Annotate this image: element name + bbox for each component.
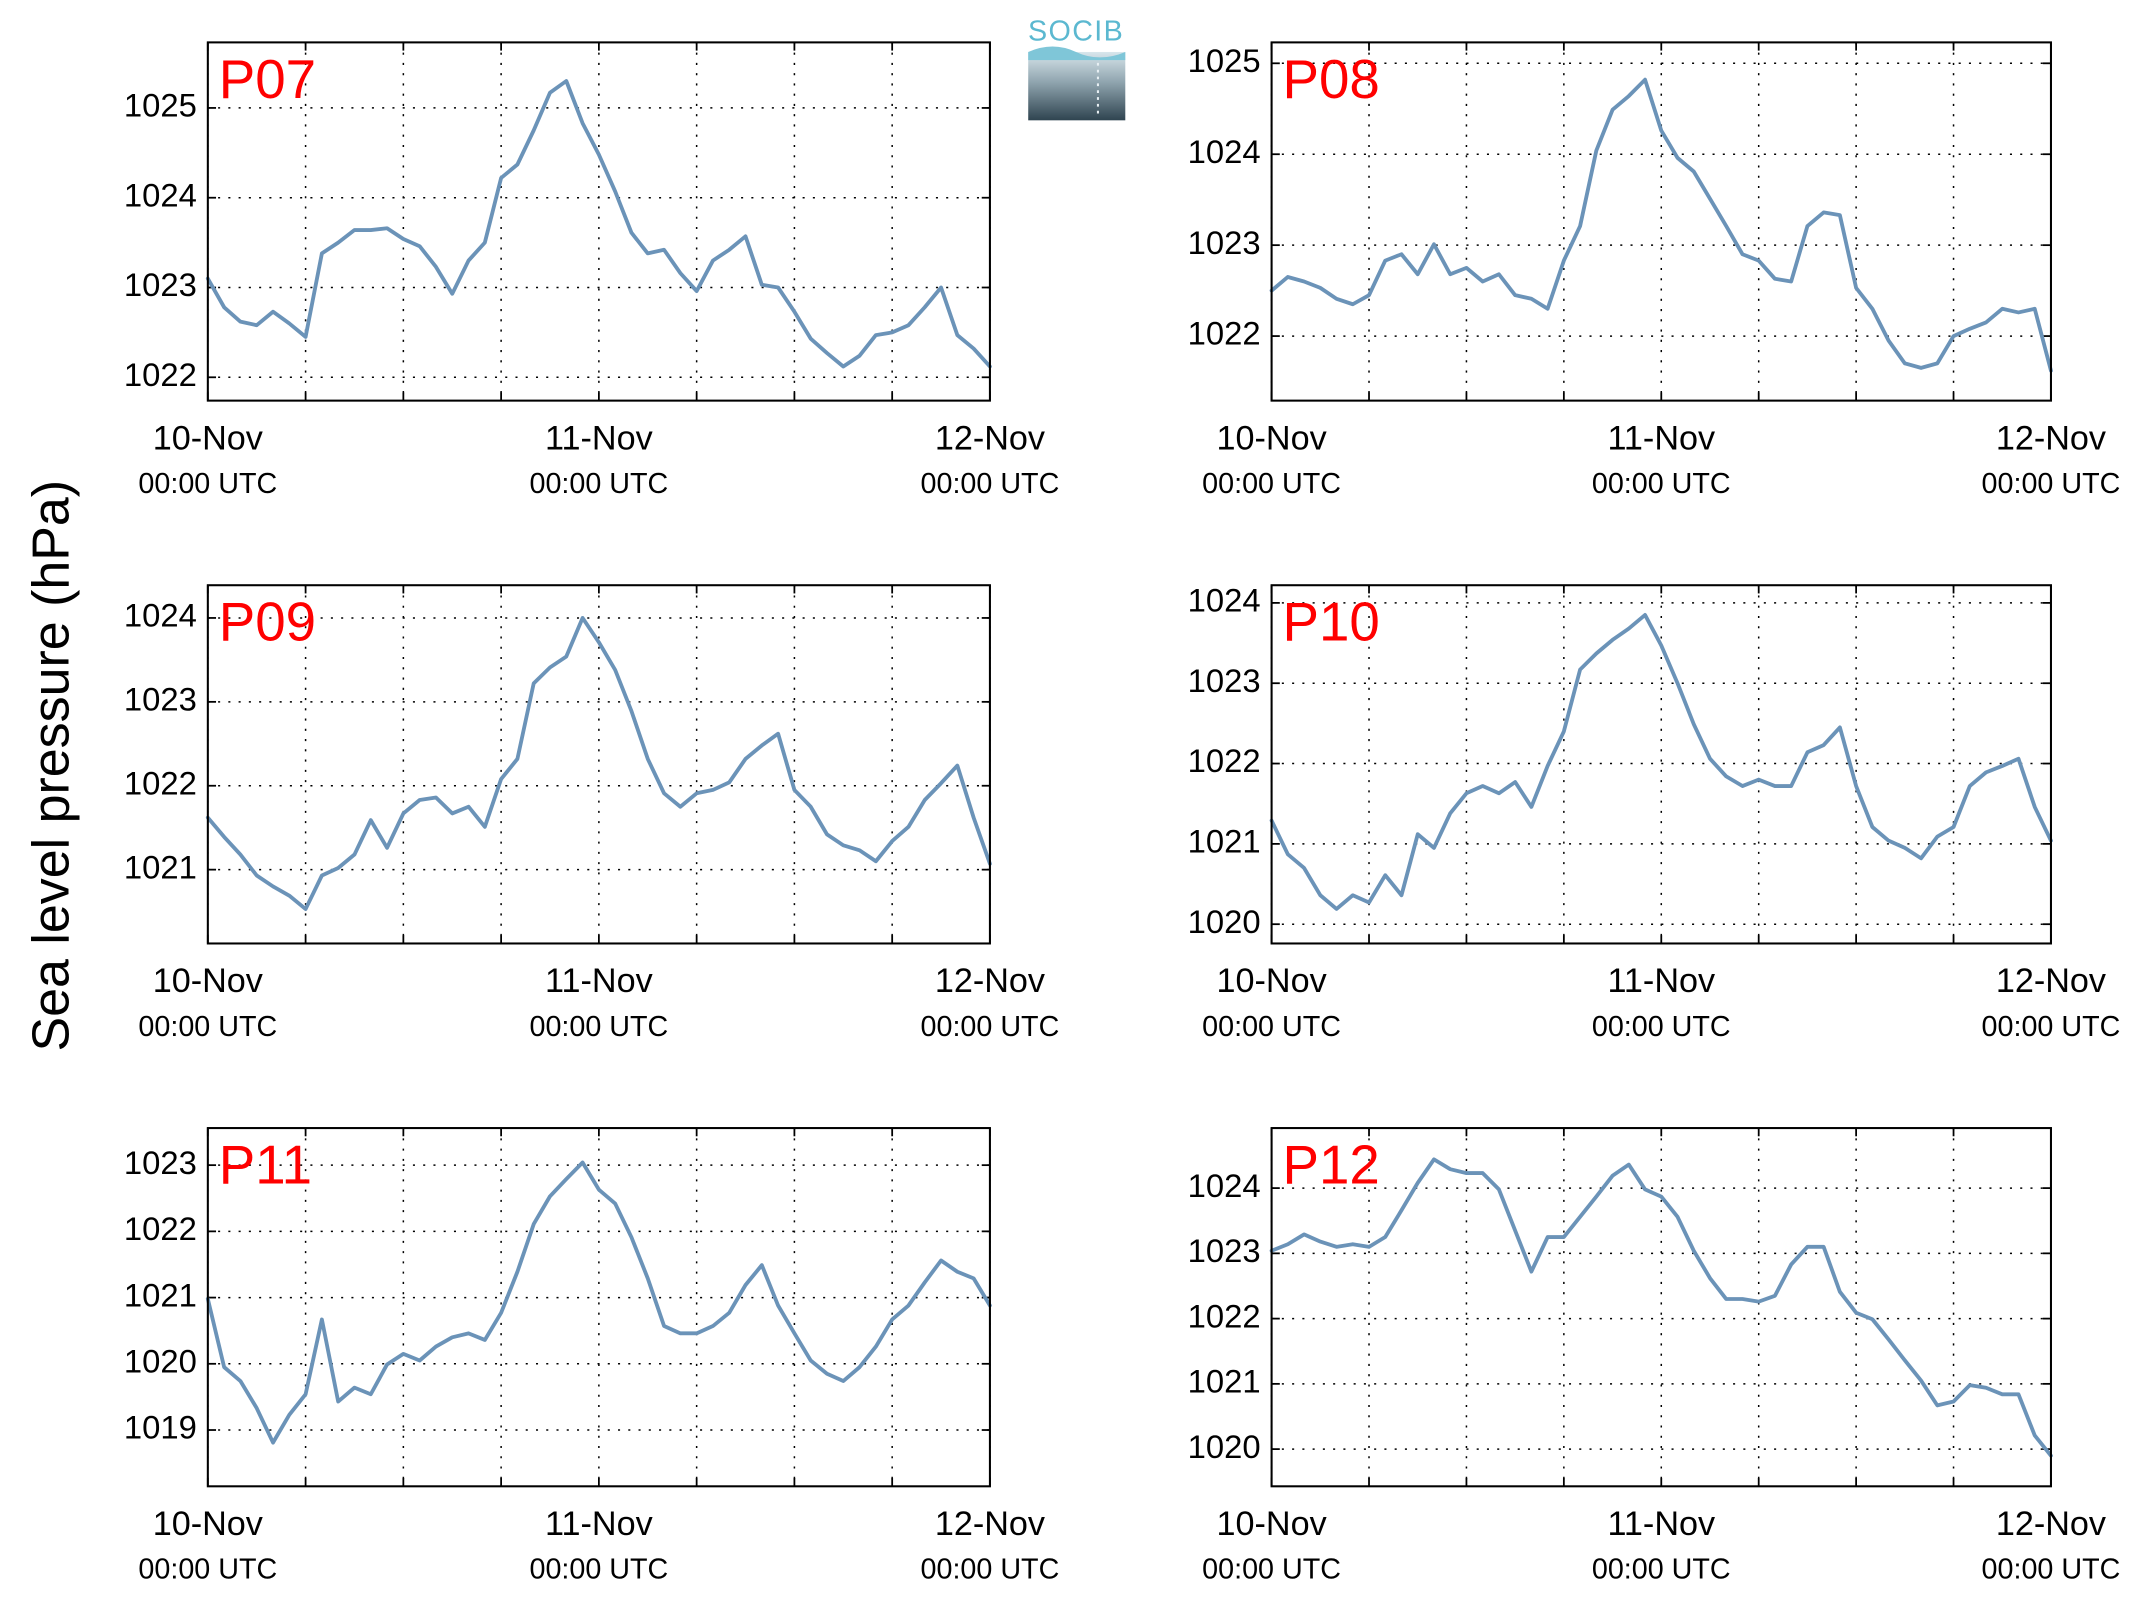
y-tick-label: 1022 [1188, 742, 1261, 779]
y-tick-label: 1022 [1188, 315, 1261, 352]
logo-box [1028, 51, 1126, 121]
y-tick-label: 1024 [124, 597, 197, 634]
x-tick-sublabel: 00:00 UTC [1982, 468, 2121, 500]
y-tick-label: 1023 [1188, 1232, 1261, 1269]
x-tick-label: 12-Nov [1996, 419, 2106, 457]
y-tick-label: 1023 [124, 681, 197, 718]
panel-title: P10 [1283, 591, 1380, 653]
x-tick-label: 11-Nov [1607, 419, 1715, 457]
x-tick-sublabel: 00:00 UTC [138, 468, 277, 500]
logo-text: SOCIB [1028, 15, 1124, 47]
x-tick-label: 12-Nov [935, 962, 1045, 1000]
panel-title: P07 [219, 48, 316, 110]
series-line [1269, 1157, 2053, 1458]
y-tick-label: 1019 [124, 1409, 197, 1446]
y-tick-label: 1025 [1188, 42, 1261, 79]
y-tick-label: 1020 [124, 1342, 197, 1379]
x-tick-sublabel: 00:00 UTC [529, 1554, 668, 1586]
plot-background [1271, 585, 2051, 944]
panel: 1022 1023 1024 1025 10-Nov 00:00 UTC 11-Nov 00:… [1188, 41, 2121, 500]
x-tick-label: 11-Nov [545, 962, 653, 1000]
panel: 1022 1023 1024 1025 10-Nov 00:00 UTC 11-Nov 00:… [124, 41, 1060, 500]
plot-frame [1270, 584, 2052, 945]
y-tick-label: 1024 [124, 176, 197, 213]
x-tick-label: 10-Nov [1217, 1505, 1327, 1543]
plot-frame [1270, 1127, 2052, 1488]
x-tick-sublabel: 00:00 UTC [1592, 1554, 1731, 1586]
logo: SOCIB [1028, 15, 1126, 121]
panel-title: P11 [219, 1134, 312, 1196]
y-tick-label: 1023 [124, 1144, 197, 1181]
y-tick-label: 1024 [1188, 582, 1261, 619]
plot-frame [206, 1127, 991, 1488]
y-tick-label: 1021 [124, 848, 197, 885]
x-tick-sublabel: 00:00 UTC [1982, 1554, 2121, 1586]
y-tick-label: 1021 [1188, 823, 1261, 860]
x-tick-label: 10-Nov [153, 962, 263, 1000]
x-tick-sublabel: 00:00 UTC [921, 468, 1060, 500]
y-tick-label: 1021 [1188, 1363, 1261, 1400]
series-line [1269, 77, 2053, 373]
y-tick-label: 1020 [1188, 1428, 1261, 1465]
x-tick-sublabel: 00:00 UTC [1202, 1554, 1341, 1586]
logo-wave [1028, 46, 1126, 61]
panel: 1020 1021 1022 1023 1024 10-Nov 00:00 UTC 11-No… [1188, 1127, 2121, 1586]
y-tick-label: 1023 [1188, 224, 1261, 261]
panel: 1019 1020 1021 1022 1023 10-Nov 00:00 UTC 11-No… [124, 1127, 1060, 1586]
x-tick-label: 11-Nov [545, 419, 653, 457]
x-tick-sublabel: 00:00 UTC [1592, 468, 1731, 500]
plot-background [1271, 42, 2051, 401]
y-tick-label: 1022 [124, 764, 197, 801]
x-tick-label: 12-Nov [1996, 1505, 2106, 1543]
plot-frame [1270, 41, 2052, 402]
y-tick-label: 1023 [1188, 662, 1261, 699]
x-tick-label: 11-Nov [1607, 1505, 1715, 1543]
x-tick-label: 10-Nov [153, 419, 263, 457]
panel-title: P09 [219, 591, 316, 653]
series-line [205, 616, 992, 911]
x-tick-label: 10-Nov [1217, 419, 1327, 457]
x-tick-label: 11-Nov [1607, 962, 1715, 1000]
x-tick-sublabel: 00:00 UTC [1982, 1011, 2121, 1043]
x-tick-sublabel: 00:00 UTC [921, 1011, 1060, 1043]
plot-frame [206, 584, 991, 945]
plot-background [207, 1128, 990, 1487]
x-tick-label: 10-Nov [1217, 962, 1327, 1000]
x-tick-sublabel: 00:00 UTC [529, 468, 668, 500]
plot-frame [206, 41, 991, 402]
panel: 1021 1022 1023 1024 10-Nov 00:00 UTC 11-Nov 00:… [124, 584, 1060, 1043]
x-tick-sublabel: 00:00 UTC [138, 1554, 277, 1586]
x-tick-sublabel: 00:00 UTC [921, 1554, 1060, 1586]
x-tick-label: 12-Nov [1996, 962, 2106, 1000]
x-tick-label: 12-Nov [935, 419, 1045, 457]
x-tick-label: 10-Nov [153, 1505, 263, 1543]
panel: 1020 1021 1022 1023 1024 10-Nov 00:00 UTC 11-No… [1188, 582, 2121, 1043]
y-tick-label: 1021 [124, 1276, 197, 1313]
plot-background [1271, 1128, 2051, 1487]
y-tick-label: 1024 [1188, 133, 1261, 170]
series-line [1269, 613, 2053, 911]
y-tick-label: 1022 [124, 1210, 197, 1247]
panel-title: P12 [1283, 1134, 1380, 1196]
y-tick-label: 1020 [1188, 903, 1261, 940]
panel-title: P08 [1283, 48, 1380, 110]
x-tick-sublabel: 00:00 UTC [1592, 1011, 1731, 1043]
series-line [205, 1160, 992, 1445]
y-tick-label: 1023 [124, 266, 197, 303]
y-tick-label: 1025 [124, 87, 197, 124]
y-tick-label: 1022 [1188, 1297, 1261, 1334]
x-tick-sublabel: 00:00 UTC [1202, 468, 1341, 500]
x-tick-sublabel: 00:00 UTC [529, 1011, 668, 1043]
y-tick-label: 1024 [1188, 1167, 1261, 1204]
x-tick-label: 11-Nov [545, 1505, 653, 1543]
y-tick-label: 1022 [124, 356, 197, 393]
series-line [205, 79, 992, 369]
y-axis-label: Sea level pressure (hPa) [22, 480, 80, 1052]
plot-background [207, 42, 990, 401]
x-tick-sublabel: 00:00 UTC [1202, 1011, 1341, 1043]
x-tick-label: 12-Nov [935, 1505, 1045, 1543]
x-tick-sublabel: 00:00 UTC [138, 1011, 277, 1043]
